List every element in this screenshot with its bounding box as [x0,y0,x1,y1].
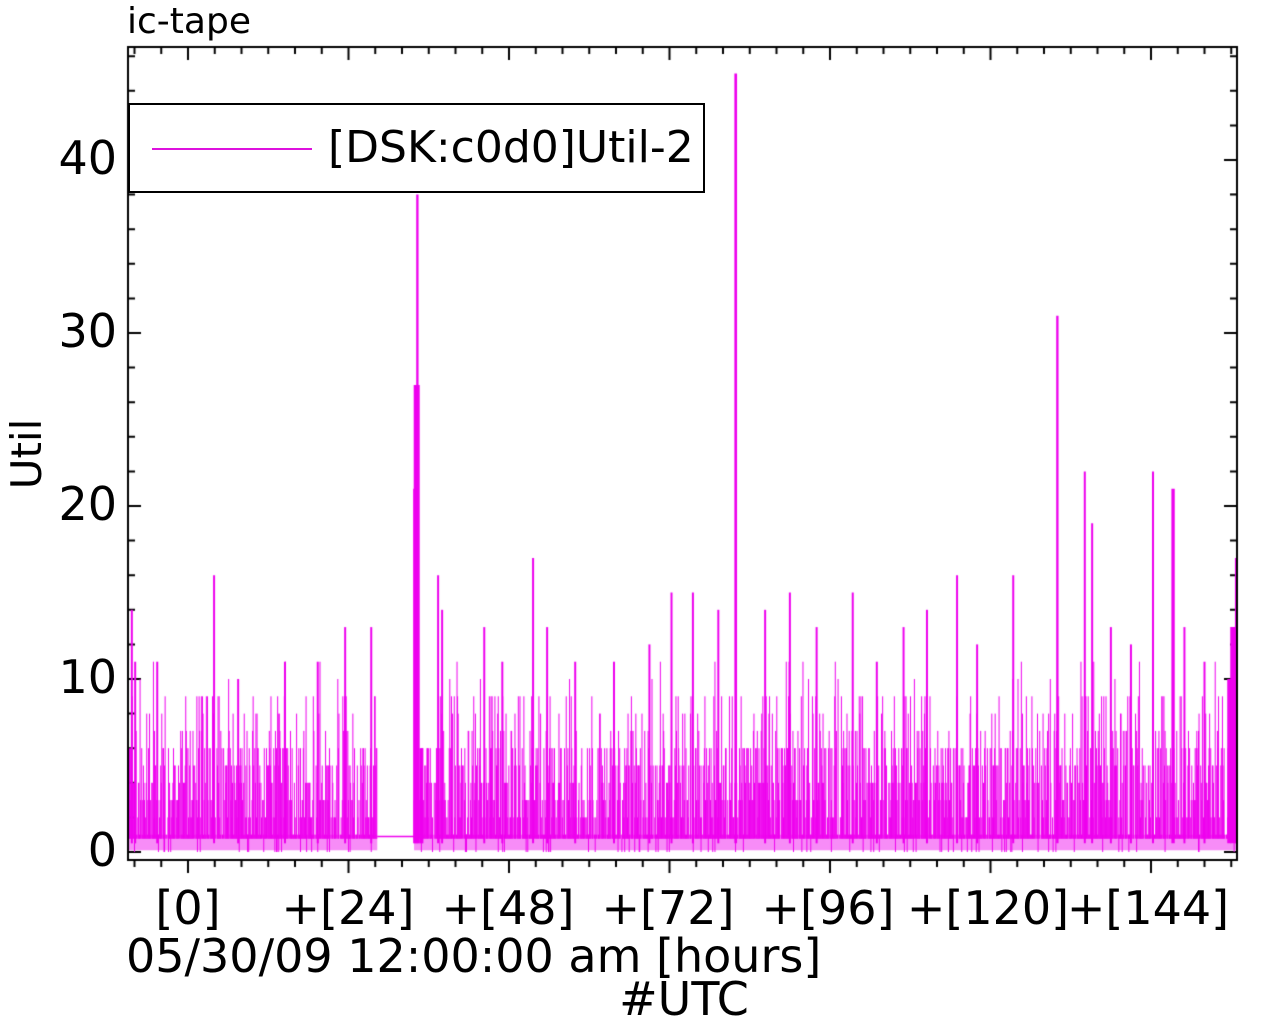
y-tick-label-20: 20 [58,477,117,531]
x-tick-label-96: +[96] [761,881,895,935]
legend-box: [DSK:c0d0]Util-2 [128,103,705,193]
legend-line-sample-icon [152,148,312,150]
y-tick-label-40: 40 [58,131,117,185]
x-tick-label-0: [0] [155,881,221,935]
y-tick-label-10: 10 [58,650,117,704]
y-tick-label-0: 0 [87,823,117,877]
x-tick-label-120: +[120] [906,881,1070,935]
y-tick-label-30: 30 [58,304,117,358]
x-axis-unit-label: #UTC [619,972,749,1024]
x-tick-label-72: +[72] [601,881,735,935]
x-tick-label-24: +[24] [281,881,415,935]
legend-series-label: [DSK:c0d0]Util-2 [328,122,694,173]
chart-title: ic-tape [127,1,251,42]
x-tick-label-48: +[48] [441,881,575,935]
x-tick-label-144: +[144] [1066,881,1230,935]
x-axis-start-time-label: 05/30/09 12:00:00 am [hours] [126,929,822,983]
